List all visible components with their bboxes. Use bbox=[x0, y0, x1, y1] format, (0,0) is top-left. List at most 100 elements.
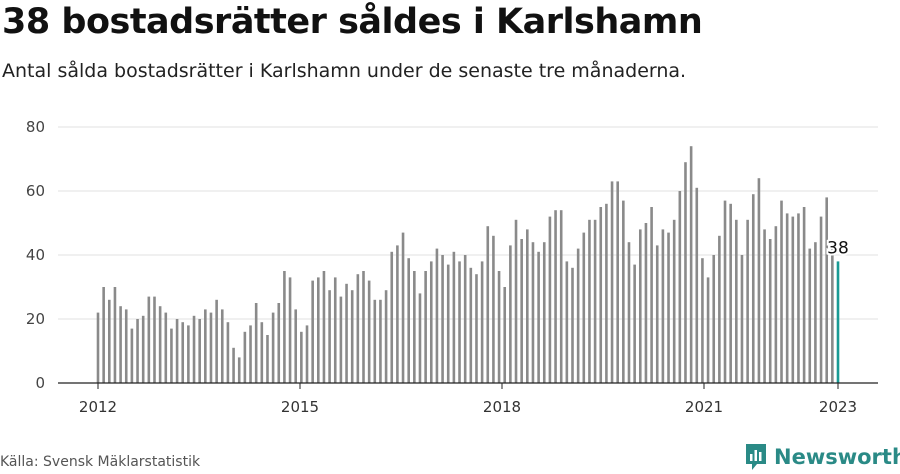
bar bbox=[605, 203, 608, 383]
bar bbox=[209, 312, 213, 383]
newsworthy-logo-text: Newsworthy bbox=[774, 445, 900, 469]
bar bbox=[102, 287, 105, 383]
y-tick-label: 20 bbox=[26, 310, 45, 328]
bar bbox=[441, 255, 444, 383]
bar bbox=[559, 210, 563, 383]
bar bbox=[638, 229, 642, 383]
bar bbox=[141, 315, 145, 383]
bar bbox=[277, 303, 281, 383]
bar bbox=[520, 239, 523, 383]
x-tick-label: 2012 bbox=[79, 398, 117, 416]
bar bbox=[701, 258, 704, 383]
bar bbox=[254, 303, 258, 383]
bar bbox=[497, 271, 501, 383]
bar bbox=[345, 283, 348, 383]
bar bbox=[288, 277, 292, 383]
bar bbox=[130, 328, 134, 383]
bar bbox=[480, 261, 484, 383]
bar bbox=[119, 306, 122, 383]
bar bbox=[571, 267, 574, 383]
bar bbox=[379, 299, 382, 383]
bar bbox=[825, 197, 828, 383]
y-tick-label: 0 bbox=[35, 374, 45, 392]
bar bbox=[819, 216, 823, 383]
bar bbox=[96, 312, 100, 383]
bar bbox=[622, 200, 625, 383]
bar bbox=[554, 210, 557, 383]
bar bbox=[757, 178, 761, 383]
x-tick-label: 2018 bbox=[483, 398, 521, 416]
bar bbox=[170, 328, 173, 383]
bar bbox=[661, 229, 665, 383]
bar bbox=[684, 162, 687, 383]
bar bbox=[367, 280, 371, 383]
bar bbox=[735, 219, 738, 383]
bar bbox=[215, 299, 218, 383]
bar bbox=[774, 226, 778, 383]
bar bbox=[333, 277, 337, 383]
bar bbox=[192, 315, 196, 383]
bar bbox=[763, 229, 766, 383]
bar bbox=[746, 219, 749, 383]
bar bbox=[582, 232, 586, 383]
bar bbox=[198, 319, 201, 383]
bar bbox=[723, 200, 727, 383]
bar bbox=[718, 235, 721, 383]
bar bbox=[667, 232, 670, 383]
bar bbox=[542, 242, 546, 383]
bar bbox=[712, 255, 716, 383]
bar bbox=[113, 287, 117, 383]
bar bbox=[509, 245, 512, 383]
x-tick-label: 2015 bbox=[281, 398, 319, 416]
bar bbox=[548, 216, 552, 383]
bar bbox=[390, 251, 394, 383]
bar bbox=[158, 306, 162, 383]
bar-latest bbox=[836, 261, 840, 383]
bar bbox=[283, 271, 286, 383]
bar bbox=[650, 207, 653, 383]
bar bbox=[791, 216, 795, 383]
bar bbox=[616, 181, 619, 383]
bar bbox=[785, 213, 789, 383]
bar bbox=[689, 146, 693, 383]
newsworthy-logo[interactable]: Newsworthy bbox=[744, 442, 900, 472]
bar bbox=[339, 296, 343, 383]
bar bbox=[446, 264, 450, 383]
bar bbox=[588, 219, 591, 383]
bar bbox=[362, 271, 365, 383]
bar bbox=[729, 203, 732, 383]
bar bbox=[768, 239, 772, 383]
bar bbox=[181, 322, 185, 383]
bar bbox=[317, 277, 320, 383]
bar bbox=[644, 223, 648, 383]
bar bbox=[356, 274, 360, 383]
bar bbox=[593, 219, 597, 383]
bar bbox=[565, 261, 569, 383]
bar bbox=[740, 255, 744, 383]
bar bbox=[599, 207, 603, 383]
bar bbox=[226, 322, 230, 383]
y-tick-label: 60 bbox=[26, 182, 45, 200]
latest-value-label: 38 bbox=[827, 238, 849, 258]
bar bbox=[164, 312, 168, 383]
bar bbox=[266, 335, 269, 383]
bar bbox=[300, 331, 303, 383]
bar bbox=[305, 325, 309, 383]
bar bbox=[249, 325, 252, 383]
bar bbox=[350, 290, 354, 383]
y-tick-label: 40 bbox=[26, 246, 45, 264]
bar bbox=[220, 309, 224, 383]
bar bbox=[136, 319, 139, 383]
bar bbox=[384, 290, 388, 383]
bar bbox=[492, 235, 495, 383]
bar bbox=[187, 325, 190, 383]
bar bbox=[435, 248, 439, 383]
bar bbox=[610, 181, 614, 383]
bar bbox=[418, 293, 422, 383]
chart-title: 38 bostadsrätter såldes i Karlshamn bbox=[2, 2, 703, 42]
bar bbox=[831, 248, 834, 383]
bar bbox=[373, 299, 377, 383]
bar bbox=[396, 245, 399, 383]
bar bbox=[672, 219, 676, 383]
